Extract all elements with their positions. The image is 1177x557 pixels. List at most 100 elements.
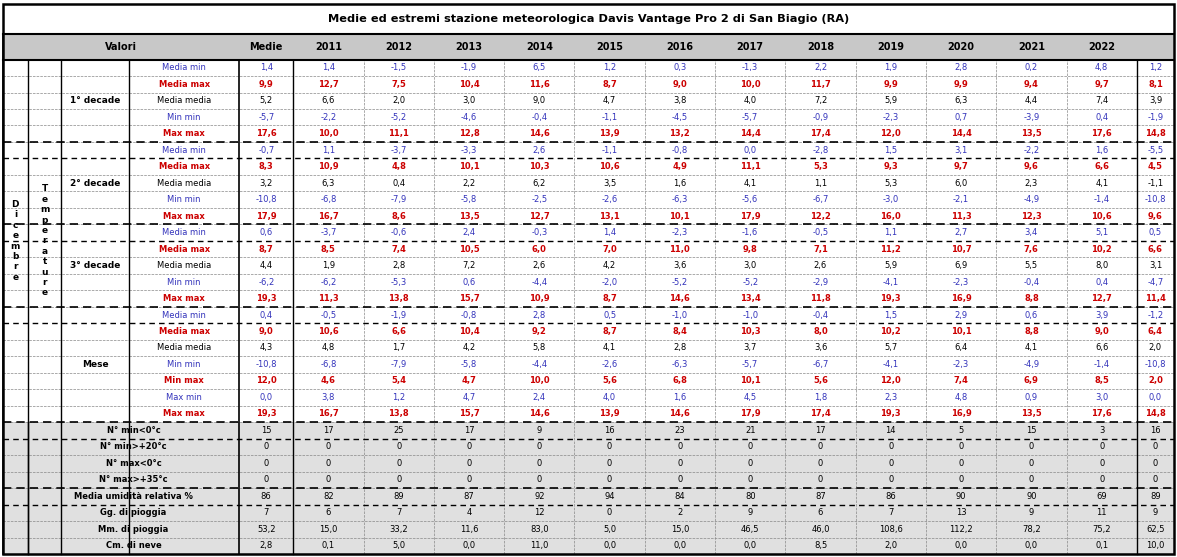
- Text: 7,0: 7,0: [603, 245, 617, 253]
- Text: 11,6: 11,6: [460, 525, 478, 534]
- Text: -6,8: -6,8: [320, 195, 337, 204]
- Text: -5,2: -5,2: [672, 277, 689, 286]
- Text: Gg. di pioggia: Gg. di pioggia: [100, 509, 167, 517]
- Text: 11,1: 11,1: [740, 162, 760, 171]
- Text: 15: 15: [1026, 426, 1037, 435]
- Text: 0: 0: [264, 459, 268, 468]
- Text: 0: 0: [889, 459, 893, 468]
- Text: -2,6: -2,6: [601, 195, 618, 204]
- Text: 7,4: 7,4: [391, 245, 406, 253]
- Text: 2,0: 2,0: [884, 541, 897, 550]
- Text: N° max>+35°c: N° max>+35°c: [99, 475, 168, 485]
- Bar: [4, 389, 1173, 405]
- Text: -2,6: -2,6: [601, 360, 618, 369]
- Bar: [4, 290, 1173, 307]
- Text: Media max: Media max: [159, 327, 210, 336]
- Text: -5,2: -5,2: [391, 113, 407, 122]
- Text: 1,9: 1,9: [321, 261, 335, 270]
- Text: 13,5: 13,5: [1020, 129, 1042, 138]
- Text: 4,8: 4,8: [391, 162, 406, 171]
- Text: 9,0: 9,0: [533, 96, 546, 105]
- Text: Media media: Media media: [157, 261, 211, 270]
- Text: 15,7: 15,7: [459, 294, 479, 303]
- Text: -1,1: -1,1: [601, 113, 618, 122]
- Text: 0,0: 0,0: [603, 541, 616, 550]
- Text: 0: 0: [1152, 475, 1158, 485]
- Text: 11,4: 11,4: [1145, 294, 1166, 303]
- Text: -6,3: -6,3: [672, 360, 689, 369]
- Text: 8,8: 8,8: [1024, 327, 1039, 336]
- Text: 0,0: 0,0: [1149, 393, 1162, 402]
- Text: 6,6: 6,6: [1095, 344, 1109, 353]
- Text: 4,0: 4,0: [744, 96, 757, 105]
- Bar: [4, 241, 1173, 257]
- Text: 5,1: 5,1: [1095, 228, 1109, 237]
- Text: 7: 7: [395, 509, 401, 517]
- Bar: [4, 538, 1173, 554]
- Bar: [4, 92, 1173, 109]
- Text: 1,9: 1,9: [884, 63, 897, 72]
- Text: 6,9: 6,9: [955, 261, 967, 270]
- Text: 0,0: 0,0: [744, 146, 757, 155]
- Text: 6,6: 6,6: [321, 96, 335, 105]
- Text: 15: 15: [261, 426, 272, 435]
- Text: -4,5: -4,5: [672, 113, 689, 122]
- Text: 8,1: 8,1: [1148, 80, 1163, 89]
- Text: 3,1: 3,1: [1149, 261, 1162, 270]
- Text: 17,6: 17,6: [1091, 129, 1112, 138]
- Text: 89: 89: [1150, 492, 1161, 501]
- Text: 8,8: 8,8: [1024, 294, 1039, 303]
- Text: 1,5: 1,5: [884, 310, 897, 320]
- Text: 2: 2: [677, 509, 683, 517]
- Text: 14,6: 14,6: [528, 409, 550, 418]
- Text: 2,4: 2,4: [463, 228, 476, 237]
- Text: 5,6: 5,6: [603, 377, 617, 385]
- Text: 0,5: 0,5: [1149, 228, 1162, 237]
- Text: 13,8: 13,8: [388, 294, 408, 303]
- Text: 1,1: 1,1: [884, 228, 897, 237]
- Text: Media max: Media max: [159, 162, 210, 171]
- Text: 90: 90: [956, 492, 966, 501]
- Text: 10,3: 10,3: [740, 327, 760, 336]
- Bar: [4, 307, 1173, 323]
- Text: 13: 13: [956, 509, 966, 517]
- Text: -1,1: -1,1: [601, 146, 618, 155]
- Text: 17: 17: [816, 426, 826, 435]
- Text: 0: 0: [1099, 459, 1104, 468]
- Text: 11,7: 11,7: [810, 80, 831, 89]
- Text: 19,3: 19,3: [880, 409, 902, 418]
- Text: 9: 9: [747, 509, 753, 517]
- Text: D
i
c
e
m
b
r
e: D i c e m b r e: [11, 200, 20, 282]
- Text: 4,4: 4,4: [260, 261, 273, 270]
- Text: -4,1: -4,1: [883, 360, 899, 369]
- Text: -1,3: -1,3: [742, 63, 758, 72]
- Text: 4,7: 4,7: [603, 96, 617, 105]
- Text: 53,2: 53,2: [257, 525, 275, 534]
- Text: -0,6: -0,6: [391, 228, 407, 237]
- Bar: [4, 340, 1173, 356]
- Text: Min max: Min max: [165, 377, 204, 385]
- Text: 0: 0: [607, 509, 612, 517]
- Text: 8,7: 8,7: [603, 294, 617, 303]
- Text: 2013: 2013: [455, 42, 483, 52]
- Text: 2,6: 2,6: [813, 261, 827, 270]
- Text: Medie ed estremi stazione meteorologica Davis Vantage Pro 2 di San Biagio (RA): Medie ed estremi stazione meteorologica …: [328, 14, 849, 24]
- Text: -0,4: -0,4: [1023, 277, 1039, 286]
- Text: 1,5: 1,5: [884, 146, 897, 155]
- Text: 10,0: 10,0: [740, 80, 760, 89]
- Text: 0: 0: [395, 459, 401, 468]
- Text: 5,2: 5,2: [260, 96, 273, 105]
- Text: -0,8: -0,8: [672, 146, 689, 155]
- Bar: [4, 356, 1173, 373]
- Text: 5,5: 5,5: [1025, 261, 1038, 270]
- Text: 0,1: 0,1: [321, 541, 335, 550]
- Bar: [4, 257, 1173, 274]
- Text: 15,7: 15,7: [459, 409, 479, 418]
- Text: 2,8: 2,8: [392, 261, 405, 270]
- Text: 7,6: 7,6: [1024, 245, 1039, 253]
- Text: 10,6: 10,6: [318, 327, 339, 336]
- Text: -4,4: -4,4: [531, 360, 547, 369]
- Text: 4,1: 4,1: [1025, 344, 1038, 353]
- Text: 12,0: 12,0: [255, 377, 277, 385]
- Text: 9: 9: [537, 426, 541, 435]
